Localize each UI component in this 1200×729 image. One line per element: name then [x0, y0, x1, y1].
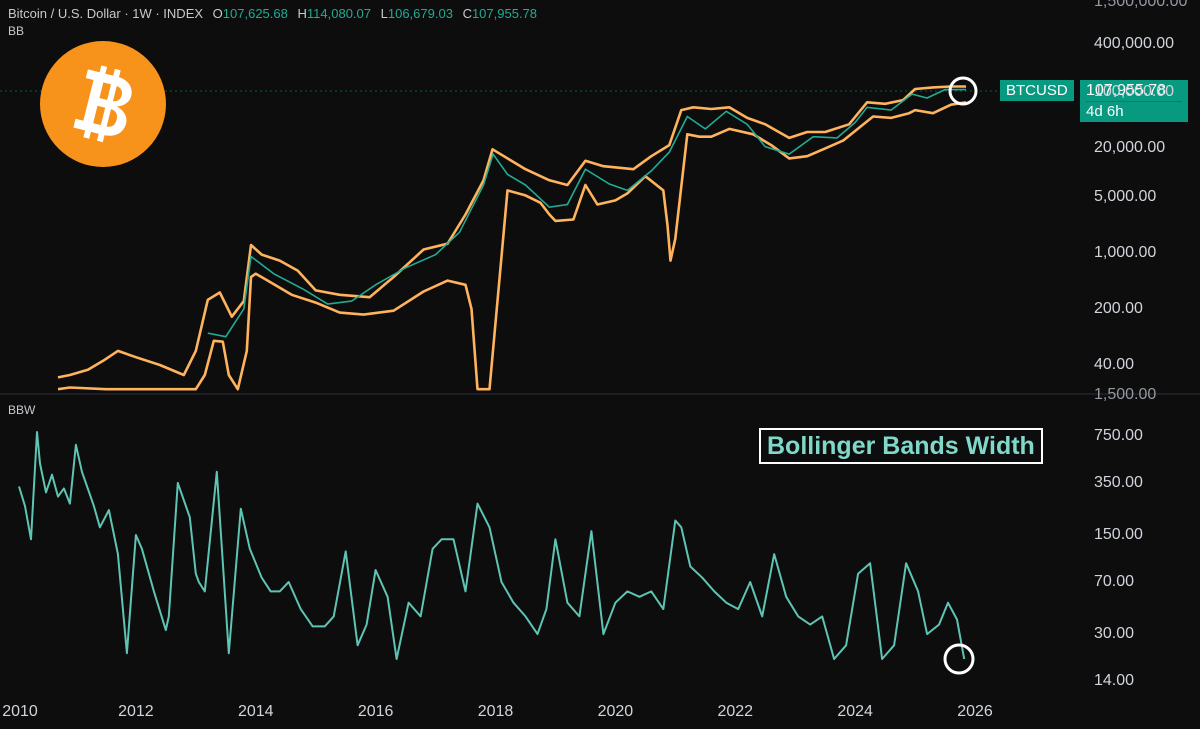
y-tick-label: 1,500,000.00 — [1094, 0, 1188, 10]
upper-pane — [57, 85, 967, 391]
y-tick-label: 150.00 — [1094, 526, 1143, 544]
indicator-label-bbw[interactable]: BBW — [8, 403, 36, 417]
low-value: 106,679.03 — [387, 6, 453, 21]
x-tick-label: 2020 — [597, 703, 634, 720]
y-tick-label: 750.00 — [1094, 427, 1143, 444]
low-label: L — [380, 6, 388, 21]
circle-highlight-icon — [943, 643, 975, 675]
x-tick-label: 2018 — [477, 703, 514, 720]
x-tick-label: 2022 — [717, 703, 754, 720]
y-tick-label: 1,000.00 — [1094, 243, 1157, 261]
x-tick-label: 2026 — [957, 703, 993, 720]
y-tick-label: 70.00 — [1094, 572, 1135, 590]
y-tick-label: 20,000.00 — [1094, 139, 1166, 157]
y-tick-label: 400,000.00 — [1094, 35, 1175, 52]
y-tick-label: 1,500.00 — [1094, 386, 1157, 403]
price-series-line — [207, 88, 966, 338]
close-value: 107,955.78 — [471, 6, 538, 21]
countdown-value: 4d 6h — [1086, 101, 1182, 122]
open-value: 107,625.68 — [222, 6, 288, 21]
high-label: H — [297, 6, 307, 21]
bitcoin-logo-icon — [40, 41, 166, 167]
circle-highlight-icon — [948, 76, 978, 106]
y-tick-label: 14.00 — [1094, 672, 1135, 689]
x-tick-label: 2016 — [357, 703, 394, 720]
open-label: O — [212, 6, 223, 21]
y-tick-label: 200.00 — [1094, 299, 1143, 317]
lower-pane — [18, 431, 966, 660]
y-tick-label: 40.00 — [1094, 356, 1135, 373]
bollinger-band-lower — [57, 101, 967, 391]
y-tick-label: 5,000.00 — [1094, 187, 1157, 205]
indicator-label-bb[interactable]: BB — [8, 24, 25, 38]
y-tick-label: 100,000.00 — [1094, 83, 1175, 101]
y-tick-label: 30.00 — [1094, 625, 1135, 643]
bollinger-band-upper — [57, 85, 966, 379]
x-tick-label: 2012 — [118, 703, 154, 720]
x-tick-label: 2014 — [237, 703, 274, 720]
price-value: 107,955.78 — [1086, 82, 1167, 99]
price-badge: 107,955.78 4d 6h — [1080, 80, 1188, 122]
close-label: C — [462, 6, 472, 21]
symbol-legend: Bitcoin / U.S. Dollar · 1W · INDEX O107,… — [8, 6, 537, 21]
bbw-title-annotation: Bollinger Bands Width — [759, 428, 1043, 464]
x-tick-label: 2024 — [837, 703, 873, 720]
high-value: 114,080.07 — [306, 6, 371, 21]
symbol-badge[interactable]: BTCUSD — [1000, 80, 1074, 101]
x-tick-label: 2010 — [2, 703, 38, 720]
y-tick-label: 350.00 — [1094, 473, 1143, 491]
bbw-series-line — [18, 431, 966, 660]
symbol-line: Bitcoin / U.S. Dollar · 1W · INDEX — [8, 6, 204, 21]
